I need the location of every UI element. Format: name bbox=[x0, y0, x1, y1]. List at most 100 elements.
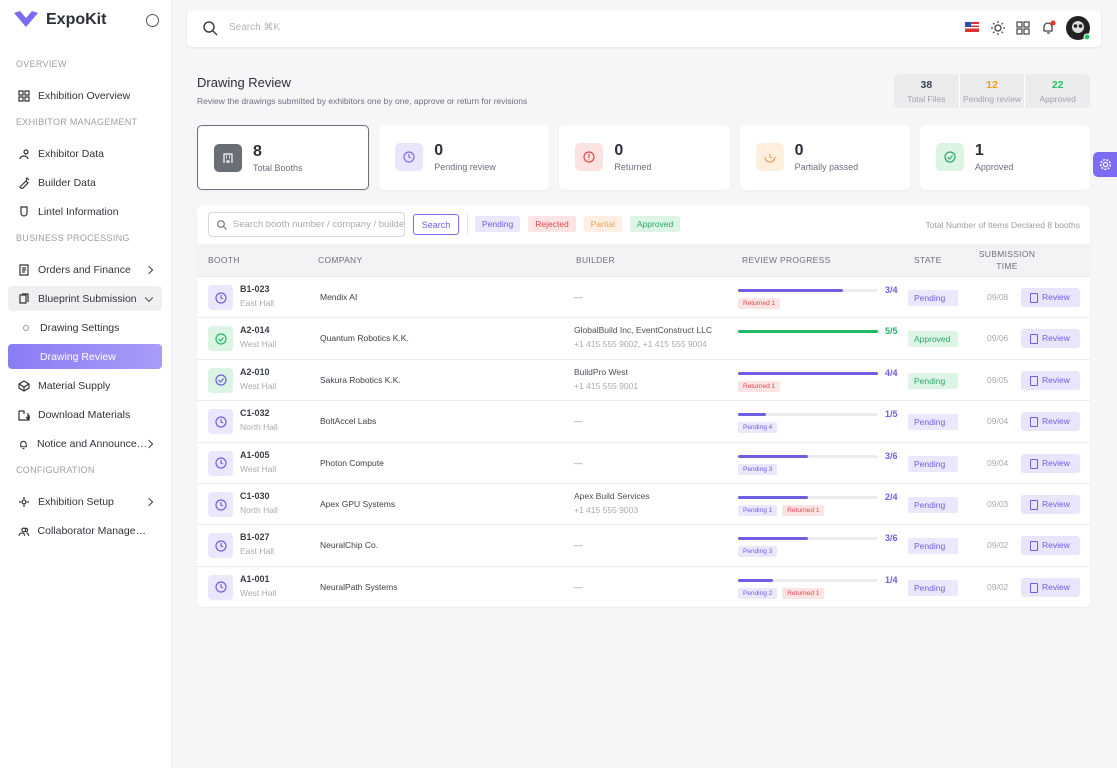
state: Pending bbox=[908, 538, 958, 555]
column-header: BOOTH bbox=[208, 255, 240, 265]
nav-item[interactable]: Blueprint Submission bbox=[8, 286, 162, 311]
summary-label: Approved bbox=[1039, 94, 1076, 104]
progress-track bbox=[738, 413, 878, 417]
builder-phone: +1 415 555 9003 bbox=[574, 505, 639, 515]
filter-chip[interactable]: Pending bbox=[475, 216, 521, 232]
progress-text: 2/4 bbox=[885, 492, 898, 502]
brand: ExpoKit bbox=[14, 11, 106, 29]
stat-card[interactable]: 8 Total Booths bbox=[197, 125, 370, 190]
booth-number: A1-001 bbox=[240, 573, 270, 584]
progress-tags: Pending 2 Returned 1 bbox=[738, 587, 825, 599]
nav-item[interactable]: Orders and Finance bbox=[8, 255, 162, 284]
builder: — bbox=[574, 416, 583, 427]
progress-tags: Pending 4 bbox=[738, 422, 778, 434]
language-flag[interactable] bbox=[965, 22, 979, 32]
filter-chip[interactable]: Rejected bbox=[528, 216, 576, 232]
booth-number: A2-010 bbox=[240, 366, 270, 377]
theme-toggle[interactable] bbox=[991, 21, 1005, 35]
table-row: B1-023 East Hall Mendix AI — 3/4 Returned 1 Pe… bbox=[197, 276, 1090, 317]
nav-item[interactable]: Exhibition Overview bbox=[8, 81, 162, 110]
nav-item[interactable]: Drawing Review bbox=[8, 344, 162, 369]
summary-item: 22 Approved bbox=[1025, 74, 1090, 108]
search-icon[interactable] bbox=[203, 21, 218, 36]
progress-tags: Returned 1 bbox=[738, 380, 781, 392]
stat-icon bbox=[935, 143, 964, 171]
table-row: C1-032 North Hall BoltAccel Labs — 1/5 Pendin… bbox=[197, 400, 1090, 441]
review-button[interactable]: Review bbox=[1021, 536, 1080, 556]
settings-button[interactable] bbox=[1093, 152, 1117, 177]
apps-button[interactable] bbox=[1016, 21, 1030, 35]
collapse-button[interactable] bbox=[146, 14, 159, 27]
search-button[interactable]: Search bbox=[413, 214, 459, 235]
nav-label: Material Supply bbox=[38, 379, 111, 392]
nav-label: Lintel Information bbox=[38, 205, 119, 218]
nav-item[interactable]: Download Materials bbox=[8, 400, 162, 429]
review-panel: Search booth number / company / builder … bbox=[197, 205, 1090, 607]
table-search[interactable]: Search booth number / company / builder bbox=[208, 212, 405, 237]
progress-bar bbox=[738, 496, 808, 499]
stat-card[interactable]: 0 Pending review bbox=[379, 125, 550, 190]
nav-item[interactable]: Lintel Information bbox=[8, 197, 162, 226]
progress-tags: Returned 1 bbox=[738, 298, 781, 309]
stat-icon bbox=[575, 143, 604, 171]
user-avatar[interactable] bbox=[1065, 15, 1092, 42]
company: BoltAccel Labs bbox=[320, 416, 377, 427]
global-search[interactable]: Search ⌘K bbox=[229, 22, 281, 33]
state: Pending bbox=[908, 414, 958, 431]
review-button[interactable]: Review bbox=[1021, 577, 1080, 597]
review-button[interactable]: Review bbox=[1021, 412, 1080, 432]
summary: 38 Total Files 12 Pending review 22 Approved bbox=[894, 74, 1090, 108]
progress-text: 4/4 bbox=[885, 367, 898, 378]
nav-label: Builder Data bbox=[38, 176, 96, 189]
progress-track bbox=[738, 537, 878, 541]
stat-card[interactable]: 1 Approved bbox=[919, 125, 1091, 190]
progress-bar bbox=[738, 537, 808, 541]
submission-time: 09/04 bbox=[987, 416, 1009, 427]
nav-section-title: CONFIGURATION bbox=[16, 465, 95, 475]
progress-bar bbox=[738, 330, 878, 334]
review-button[interactable]: Review bbox=[1021, 453, 1080, 473]
review-button[interactable]: Review bbox=[1021, 329, 1080, 349]
stat-card[interactable]: 0 Returned bbox=[559, 125, 730, 190]
table-row: A1-001 West Hall NeuralPath Systems — 1/4 Pen… bbox=[197, 565, 1090, 607]
status-icon bbox=[208, 285, 233, 310]
filter-chip[interactable]: Partial bbox=[583, 216, 622, 232]
review-button[interactable]: Review bbox=[1021, 495, 1080, 514]
nav-section-title: OVERVIEW bbox=[16, 59, 67, 69]
progress-tags: Pending 1 Returned 1 bbox=[738, 505, 825, 516]
nav-chevron bbox=[144, 497, 154, 506]
progress-tag: Returned 1 bbox=[738, 380, 781, 392]
filter-chip[interactable]: Approved bbox=[629, 216, 681, 232]
booth-number: A1-005 bbox=[240, 449, 270, 460]
nav-item[interactable]: Exhibition Setup bbox=[8, 487, 162, 516]
notifications[interactable] bbox=[1041, 20, 1056, 35]
builder: BuildPro West bbox=[574, 366, 628, 377]
total-items: Total Number of Items Declared 8 booths bbox=[925, 220, 1081, 230]
company: Sakura Robotics K.K. bbox=[320, 374, 401, 385]
page-subtitle: Review the drawings submitted by exhibit… bbox=[197, 96, 528, 106]
state: Pending bbox=[908, 455, 958, 472]
nav-section-title: EXHIBITOR MANAGEMENT bbox=[16, 117, 138, 127]
nav-item[interactable]: Collaborator Management bbox=[8, 516, 162, 545]
nav-item[interactable]: Builder Data bbox=[8, 168, 162, 197]
booth-number: B1-023 bbox=[240, 284, 270, 294]
nav-item[interactable]: Material Supply bbox=[8, 371, 162, 400]
nav-label: Drawing Review bbox=[40, 350, 116, 363]
column-header: COMPANY bbox=[318, 255, 363, 265]
builder: — bbox=[574, 292, 583, 302]
progress-track bbox=[738, 578, 878, 582]
nav-item[interactable]: Notice and Announcements bbox=[8, 429, 162, 458]
review-button[interactable]: Review bbox=[1021, 288, 1080, 307]
hall: West Hall bbox=[240, 587, 277, 598]
sidebar: ExpoKit OVERVIEW Exhibition Overview EXHIB… bbox=[0, 0, 172, 768]
nav-item[interactable]: Drawing Settings bbox=[8, 313, 162, 342]
booth-number: A2-014 bbox=[240, 325, 270, 336]
review-button[interactable]: Review bbox=[1021, 370, 1080, 390]
nav-item[interactable]: Exhibitor Data bbox=[8, 139, 162, 168]
nav-label: Drawing Settings bbox=[40, 321, 120, 334]
table-row: A2-010 West Hall Sakura Robotics K.K. Build… bbox=[197, 358, 1090, 400]
stat-card[interactable]: 0 Partially passed bbox=[739, 125, 910, 190]
stat-value: 0 bbox=[794, 142, 804, 159]
progress-track bbox=[738, 330, 878, 334]
